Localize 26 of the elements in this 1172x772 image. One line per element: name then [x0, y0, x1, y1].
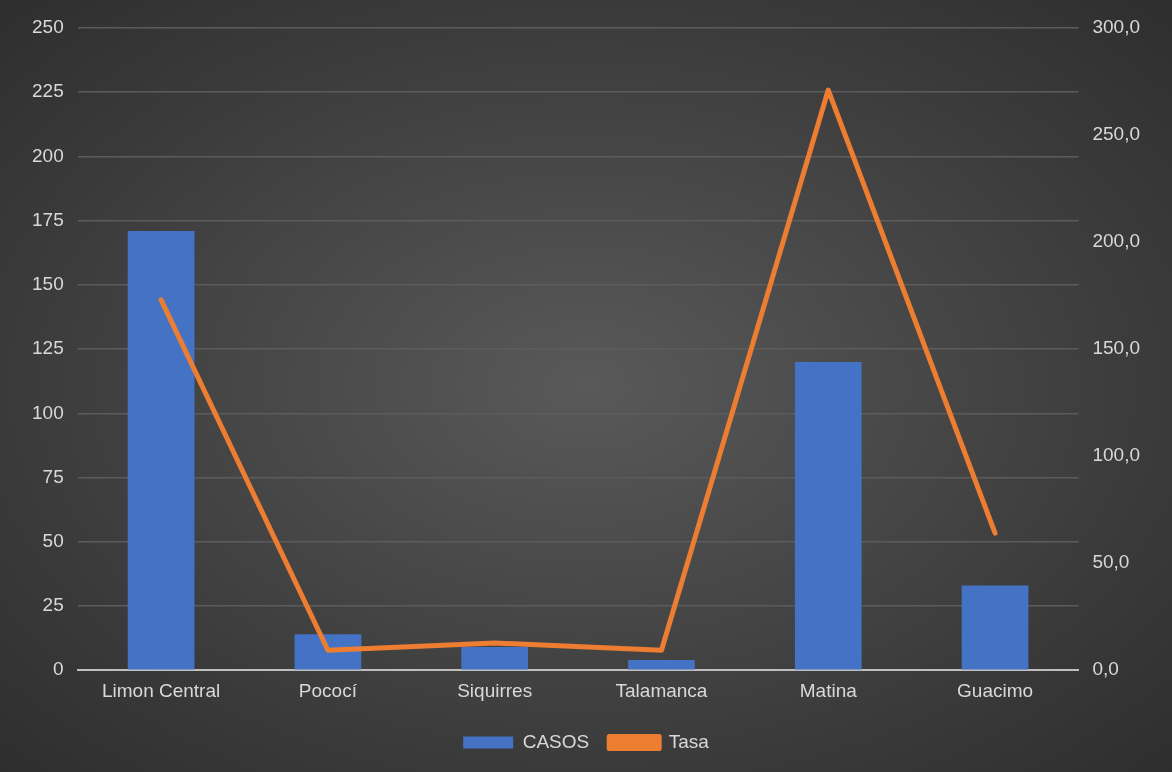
x-tick-label: Talamanca	[615, 679, 708, 701]
y2-tick-label: 0,0	[1092, 658, 1119, 680]
y2-tick-label: 150,0	[1092, 337, 1140, 359]
x-tick-label: Pococí	[298, 679, 358, 701]
y-tick-label: 200	[32, 144, 64, 166]
y2-tick-label: 50,0	[1092, 551, 1130, 573]
x-tick-label: Limon Central	[101, 679, 221, 701]
y-tick-label: 150	[32, 273, 64, 295]
x-tick-label: Matina	[799, 679, 858, 701]
y-tick-label: 75	[42, 465, 64, 487]
y2-tick-label: 100,0	[1092, 444, 1140, 466]
y-tick-label: 250	[32, 16, 64, 38]
y-tick-label: 25	[42, 594, 64, 616]
y-tick-label: 225	[32, 80, 64, 102]
y-tick-label: 50	[42, 529, 64, 551]
x-tick-label: Siquirres	[457, 679, 533, 701]
y2-tick-label: 200,0	[1092, 230, 1140, 252]
legend-label: Tasa	[668, 730, 710, 752]
y2-tick-label: 250,0	[1092, 123, 1140, 145]
y2-tick-label: 300,0	[1092, 16, 1140, 38]
legend-label: CASOS	[522, 730, 590, 752]
y-tick-label: 175	[32, 208, 64, 230]
y-tick-label: 100	[32, 401, 64, 423]
y-tick-label: 125	[32, 337, 64, 359]
y-tick-label: 0	[53, 658, 64, 680]
x-tick-label: Guacimo	[957, 679, 1034, 701]
